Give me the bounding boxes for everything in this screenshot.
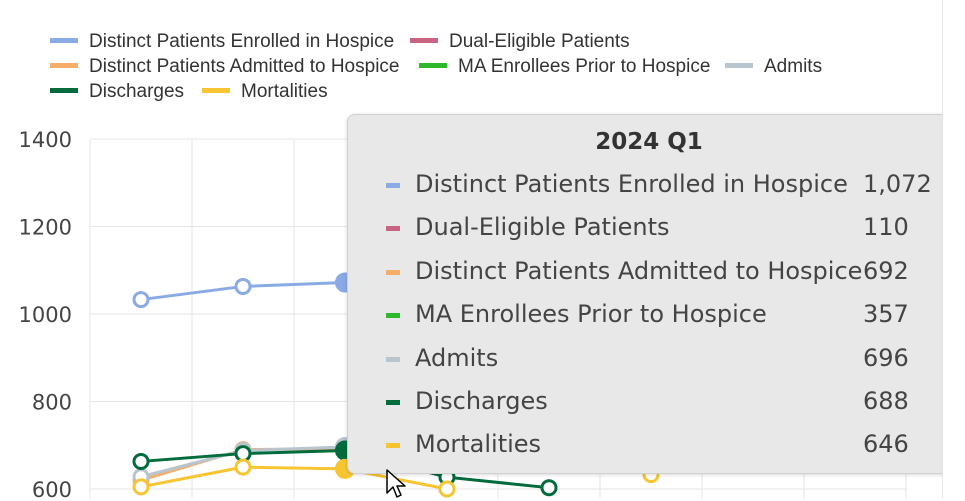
legend-label[interactable]: Discharges xyxy=(89,81,184,102)
legend-swatch xyxy=(50,38,78,43)
data-point[interactable] xyxy=(234,458,252,476)
tooltip-swatch xyxy=(386,313,400,319)
tooltip-value: 357 xyxy=(863,300,909,329)
tooltip-label: MA Enrollees Prior to Hospice xyxy=(415,300,767,329)
legend-swatch xyxy=(202,88,230,93)
data-point[interactable] xyxy=(132,478,150,496)
tooltip-swatch xyxy=(386,400,400,405)
legend-swatch xyxy=(725,63,753,68)
y-tick-label: 1400 xyxy=(19,128,72,152)
legend-swatch xyxy=(50,88,78,93)
tooltip-label: Distinct Patients Admitted to Hospice xyxy=(415,256,863,285)
y-tick-label: 1000 xyxy=(19,303,72,327)
data-point[interactable] xyxy=(132,291,150,309)
tooltip-row: Mortalities 646 xyxy=(348,424,950,464)
tooltip-swatch xyxy=(386,443,400,449)
data-point[interactable] xyxy=(132,452,150,470)
legend-swatch xyxy=(50,63,78,68)
tooltip-swatch xyxy=(386,356,400,362)
legend-swatch xyxy=(410,38,438,43)
legend-label[interactable]: Admits xyxy=(764,56,822,77)
legend-label[interactable]: Mortalities xyxy=(241,81,328,102)
legend-label[interactable]: Distinct Patients Enrolled in Hospice xyxy=(89,31,394,52)
tooltip-row: Dual-Eligible Patients 110 xyxy=(348,207,950,247)
legend-label[interactable]: Distinct Patients Admitted to Hospice xyxy=(89,56,399,77)
y-tick-label: 600 xyxy=(32,478,72,498)
tooltip-value: 688 xyxy=(863,387,909,415)
tooltip-label: Distinct Patients Enrolled in Hospice xyxy=(415,170,848,198)
tooltip-title: 2024 Q1 xyxy=(595,129,703,155)
data-point[interactable] xyxy=(438,480,456,498)
tooltip-label: Dual-Eligible Patients xyxy=(415,213,670,242)
tooltip-label: Admits xyxy=(415,343,499,372)
tooltip-row: Admits 696 xyxy=(348,338,950,378)
tooltip-swatch xyxy=(386,226,400,232)
legend-label[interactable]: MA Enrollees Prior to Hospice xyxy=(458,56,710,77)
tooltip-row: Discharges 688 xyxy=(348,381,950,421)
legend: Distinct Patients Enrolled in Hospice Dua… xyxy=(50,31,822,102)
tooltip-row: MA Enrollees Prior to Hospice 357 xyxy=(348,294,950,334)
legend-label[interactable]: Dual-Eligible Patients xyxy=(449,31,630,52)
tooltip-value: 692 xyxy=(863,256,909,285)
chart-tooltip: 2024 Q1 Distinct Patients Enrolled in Ho… xyxy=(347,114,951,474)
y-axis-ticks: 600 800 1000 1200 1400 xyxy=(19,128,72,498)
mouse-cursor-icon xyxy=(386,469,406,498)
y-tick-label: 1200 xyxy=(19,216,72,240)
data-point[interactable] xyxy=(234,277,252,295)
tooltip-value: 110 xyxy=(863,213,909,242)
data-point[interactable] xyxy=(234,445,252,463)
tooltip-value: 646 xyxy=(863,430,909,459)
y-tick-label: 800 xyxy=(32,391,72,415)
tooltip-row: Distinct Patients Admitted to Hospice 692 xyxy=(348,251,950,291)
tooltip-label: Mortalities xyxy=(415,430,542,459)
tooltip-row: Distinct Patients Enrolled in Hospice 1,0… xyxy=(348,164,950,204)
tooltip-swatch xyxy=(386,183,400,188)
scrollbar-track[interactable] xyxy=(942,0,965,498)
tooltip-value: 1,072 xyxy=(863,170,932,198)
data-point[interactable] xyxy=(540,479,558,497)
tooltip-label: Discharges xyxy=(415,387,548,415)
legend-swatch xyxy=(419,63,447,68)
tooltip-value: 696 xyxy=(863,343,909,372)
tooltip-swatch xyxy=(386,269,400,275)
